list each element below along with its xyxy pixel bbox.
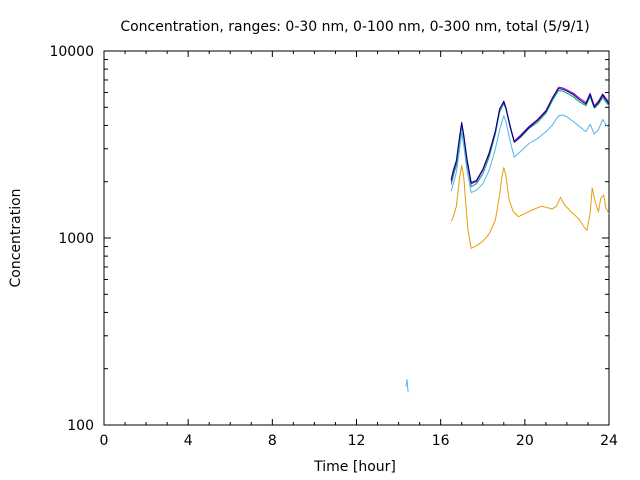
series-line-0-300-nm xyxy=(450,90,610,188)
x-tick-label: 4 xyxy=(184,433,193,449)
x-tick-label: 20 xyxy=(516,433,534,449)
x-tick-label: 8 xyxy=(268,433,277,449)
plot-frame xyxy=(103,50,610,426)
y-tick-label: 1000 xyxy=(58,231,94,247)
chart-title: Concentration, ranges: 0-30 nm, 0-100 nm… xyxy=(120,19,589,35)
y-tick-label: 10000 xyxy=(49,44,94,60)
y-axis-label: Concentration xyxy=(8,188,24,287)
series-line-total xyxy=(450,86,610,185)
series-lines xyxy=(405,86,610,393)
series-line-0-30-nm xyxy=(450,164,610,249)
series-line-total-dark- xyxy=(450,88,610,183)
series-line-0-100-nm xyxy=(405,114,610,393)
axis-ticks: 0 4 8 12 16 20 24 100 1000 10000 xyxy=(49,44,618,449)
x-tick-label: 24 xyxy=(600,433,618,449)
y-tick-label: 100 xyxy=(67,418,94,434)
x-tick-label: 0 xyxy=(100,433,109,449)
x-tick-label: 16 xyxy=(432,433,450,449)
x-axis-label: Time [hour] xyxy=(313,459,396,475)
x-tick-label: 12 xyxy=(348,433,366,449)
